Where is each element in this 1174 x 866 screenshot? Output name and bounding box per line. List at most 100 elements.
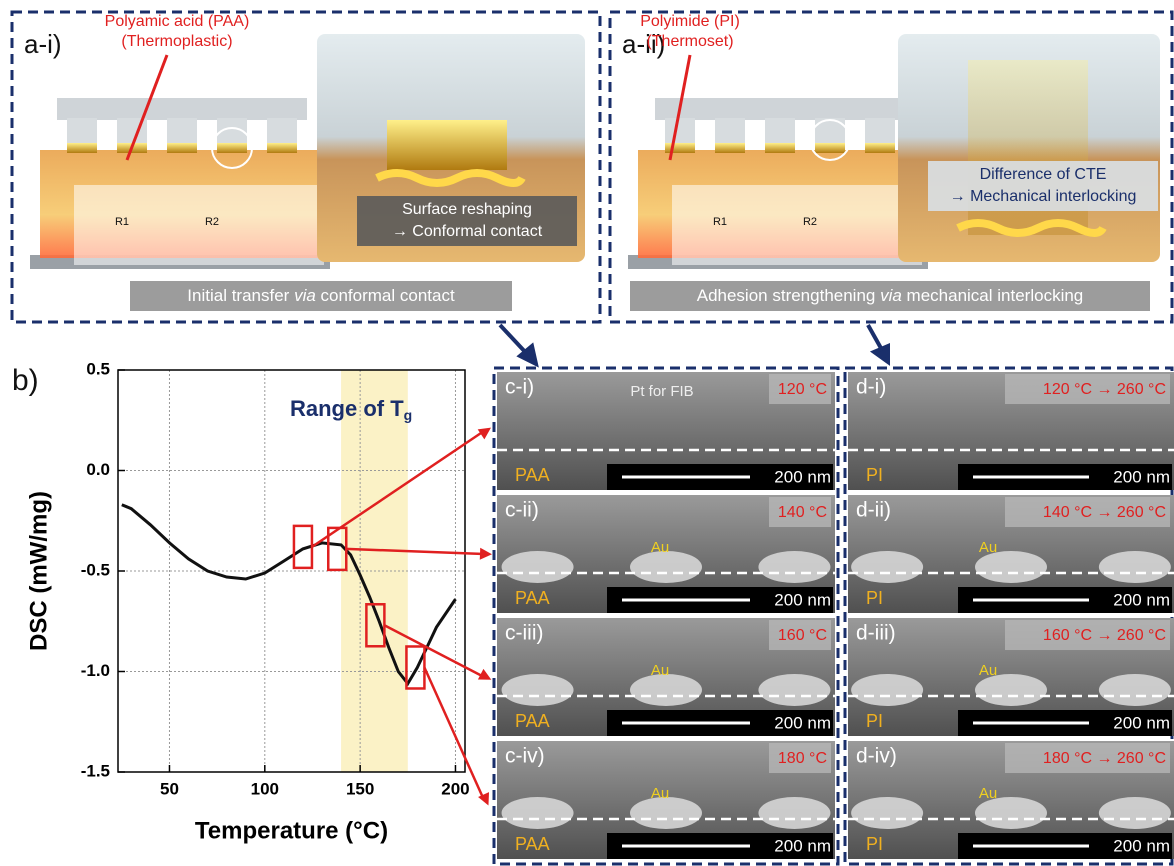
caption: Initial transfer via conformal contact — [187, 286, 455, 305]
arrow-head — [874, 346, 888, 362]
panel-label: b) — [12, 364, 39, 397]
temperature: 140 °C → 260 °C — [1043, 504, 1166, 521]
top-plate — [655, 98, 905, 120]
scale-label: 200 nm — [774, 713, 831, 732]
temperature: 160 °C — [778, 627, 827, 644]
au-label: Au — [979, 539, 997, 556]
au-electrode — [851, 551, 923, 583]
callout-text: → Mechanical interlocking — [950, 188, 1137, 205]
y-tick-label: -0.5 — [81, 560, 110, 579]
flow-arrows — [500, 325, 888, 364]
callout-text: → Conformal contact — [392, 223, 543, 240]
temperature: 180 °C → 260 °C — [1043, 750, 1166, 767]
au-electrode — [1099, 797, 1171, 829]
scale-label: 200 nm — [1113, 590, 1170, 609]
y-tick-label: -1.0 — [81, 661, 110, 680]
au-electrode — [502, 551, 574, 583]
panel-label: a-i) — [24, 29, 62, 59]
au-electrode — [758, 551, 830, 583]
callout-text: Surface reshaping — [402, 201, 532, 218]
y-tick-label: 0.0 — [86, 460, 110, 479]
gold-pad — [815, 143, 845, 153]
au-electrode — [758, 674, 830, 706]
y-axis-label: DSC (mW/mg) — [25, 491, 52, 651]
note: Pt for FIB — [630, 383, 693, 400]
sem-label: d-iii) — [856, 622, 896, 645]
au-label: Au — [979, 662, 997, 679]
gold-pad — [765, 143, 795, 153]
au-electrode — [502, 797, 574, 829]
sem-label: d-ii) — [856, 499, 891, 522]
sem-label: d-iv) — [856, 745, 897, 768]
au-label: Au — [979, 785, 997, 802]
scale-label: 200 nm — [774, 590, 831, 609]
gold-pad — [715, 143, 745, 153]
scale-label: 200 nm — [1113, 836, 1170, 855]
sem-label: c-iv) — [505, 745, 545, 768]
link-arrow-head — [478, 423, 495, 440]
temperature: 180 °C — [778, 750, 827, 767]
sem-label: c-ii) — [505, 499, 539, 522]
temperature: 120 °C → 260 °C — [1043, 381, 1166, 398]
chart-title: Range of Tg — [290, 396, 412, 423]
y-tick-label: -1.5 — [81, 761, 110, 780]
gold-pad — [67, 143, 97, 153]
polymer-name: Polyimide (PI) — [640, 13, 740, 30]
material: PAA — [515, 588, 550, 608]
scale-label: 200 nm — [774, 836, 831, 855]
polymer-type: (Thermoplastic) — [121, 33, 232, 50]
x-axis-label: Temperature (°C) — [195, 817, 388, 844]
material: PAA — [515, 711, 550, 731]
zoom-gold — [387, 120, 507, 170]
temperature: 140 °C — [778, 504, 827, 521]
gold-pad — [665, 143, 695, 153]
top-plate — [57, 98, 307, 120]
scale-label: 200 nm — [774, 467, 831, 486]
caption: Adhesion strengthening via mechanical in… — [697, 286, 1084, 305]
title-main: Range of T — [290, 396, 404, 421]
scale-label: 200 nm — [1113, 467, 1170, 486]
caption-part: Initial transfer — [187, 286, 294, 305]
au-electrode — [1099, 551, 1171, 583]
sem-label: c-i) — [505, 376, 534, 399]
callout-text: Difference of CTE — [980, 166, 1107, 183]
chem-box — [672, 185, 922, 265]
caption-part: mechanical interlocking — [902, 286, 1083, 305]
au-electrode — [758, 797, 830, 829]
material: PAA — [515, 834, 550, 854]
temperature: 120 °C — [778, 381, 827, 398]
polymer-name: Polyamic acid (PAA) — [105, 13, 250, 30]
figure: a-i) Polyamic acid (PAA) (Thermoplastic) R1… — [0, 0, 1174, 866]
gold-pad — [217, 143, 247, 153]
au-label: Au — [651, 785, 669, 802]
polymer-type: (Thermoset) — [646, 33, 733, 50]
x-tick-label: 100 — [251, 779, 279, 798]
caption-part: via — [294, 286, 316, 305]
x-tick-label: 150 — [346, 779, 374, 798]
material: PI — [866, 465, 883, 485]
au-electrode — [1099, 674, 1171, 706]
scale-label: 200 nm — [1113, 713, 1170, 732]
y-tick-label: 0.5 — [86, 359, 110, 378]
gold-pad — [865, 143, 895, 153]
x-tick-label: 50 — [160, 779, 179, 798]
chem-group: R1 — [115, 216, 129, 228]
au-electrode — [502, 674, 574, 706]
page: a-i) Polyamic acid (PAA) (Thermoplastic) R1… — [0, 0, 1174, 866]
material: PI — [866, 711, 883, 731]
chem-group: R2 — [205, 216, 219, 228]
sem-label: c-iii) — [505, 622, 543, 645]
gold-pad — [267, 143, 297, 153]
au-label: Au — [651, 662, 669, 679]
chem-group: R1 — [713, 216, 727, 228]
temperature: 160 °C → 260 °C — [1043, 627, 1166, 644]
caption-part: Adhesion strengthening — [697, 286, 880, 305]
arrow — [868, 325, 882, 350]
au-electrode — [851, 797, 923, 829]
link-arrow-head — [480, 548, 492, 560]
caption-part: conformal contact — [316, 286, 455, 305]
material: PI — [866, 588, 883, 608]
au-label: Au — [651, 539, 669, 556]
material: PAA — [515, 465, 550, 485]
chem-group: R2 — [803, 216, 817, 228]
